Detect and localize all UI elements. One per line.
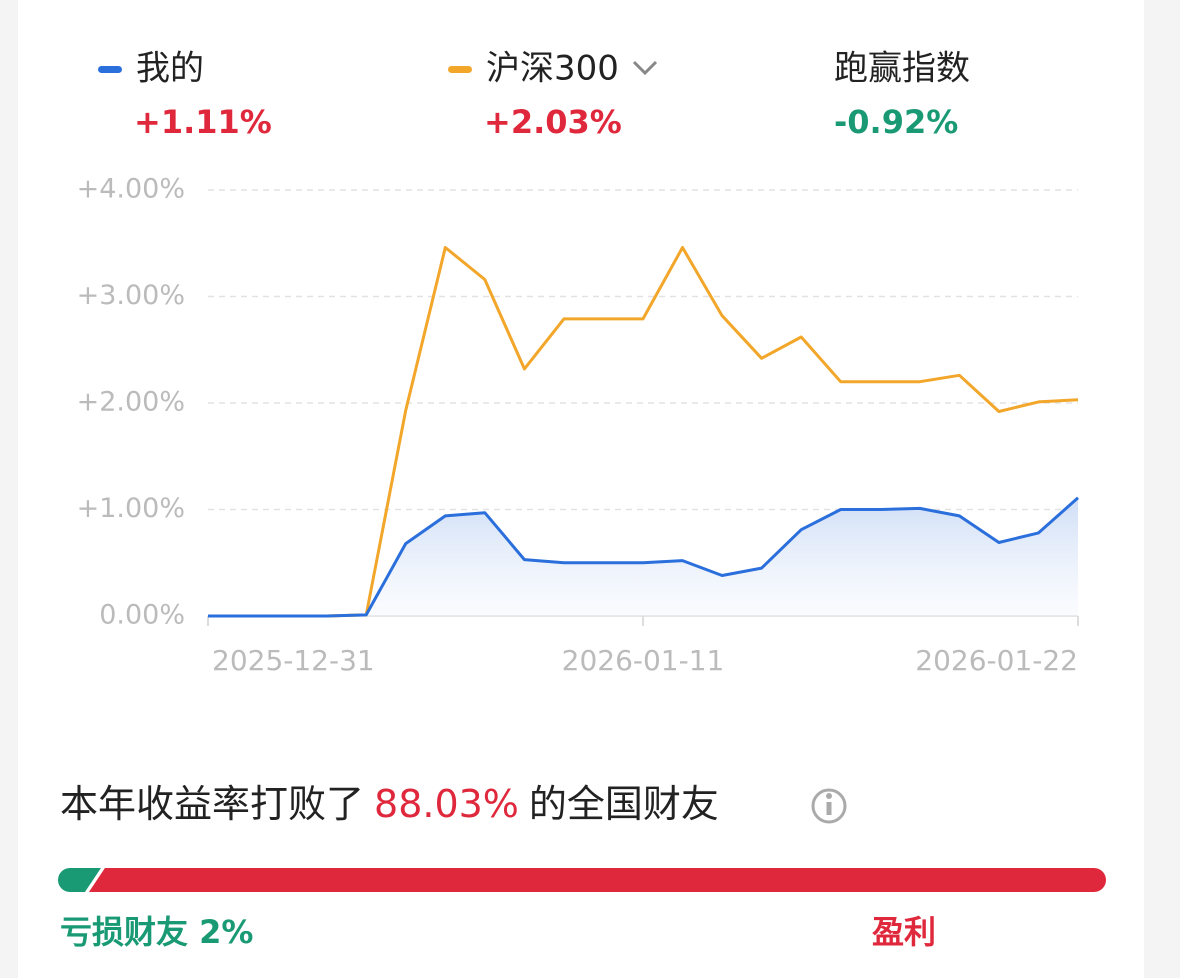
legend: 我的 +1.11% 沪深300 +2.03% 跑赢指数 -0.92% xyxy=(98,49,970,141)
line xyxy=(208,496,1079,618)
y-tick-label: +2.00% xyxy=(77,387,185,418)
legend-swatch xyxy=(448,66,472,73)
legend-change: -0.92% xyxy=(834,103,958,141)
legend-label: 我的 xyxy=(136,49,204,89)
legend-label: 跑赢指数 xyxy=(834,49,970,89)
distribution: 亏损财友 2% 盈利 xyxy=(58,868,1106,951)
profit-bar xyxy=(88,868,1106,892)
legend-label: 沪深300 xyxy=(486,49,619,89)
plot: 0.00% +1.00% +2.00% +3.00% +4.00% 2025-12-31 2… xyxy=(77,174,1079,677)
loss-bar xyxy=(58,868,101,892)
profit-label: 盈利 xyxy=(872,913,936,951)
info-icon-bar xyxy=(826,802,832,815)
ranking-prefix: 本年收益率打败了 xyxy=(60,782,364,826)
legend-swatch xyxy=(98,66,122,73)
legend-change: +2.03% xyxy=(484,103,622,141)
ranking-text: 本年收益率打败了 88.03% 的全国财友 xyxy=(60,782,719,826)
x-tick-label: 2026-01-22 xyxy=(915,644,1078,677)
legend-change: +1.11% xyxy=(134,103,272,141)
card xyxy=(18,0,1144,978)
x-tick-label: 2026-01-11 xyxy=(562,644,725,677)
area xyxy=(208,497,1078,616)
loss-label: 亏损财友 2% xyxy=(60,913,253,951)
y-tick-label: +4.00% xyxy=(77,174,185,205)
x-tick-label: 2025-12-31 xyxy=(212,644,375,677)
y-tick-label: +3.00% xyxy=(77,280,185,311)
info-icon[interactable] xyxy=(811,788,847,824)
info-icon-dot xyxy=(826,793,832,799)
y-tick-label: +1.00% xyxy=(77,493,185,524)
ranking-suffix: 的全国财友 xyxy=(529,782,719,826)
dropdown-arrow xyxy=(632,60,658,76)
y-tick-label: 0.00% xyxy=(99,600,185,631)
ranking-percent: 88.03% xyxy=(374,782,519,826)
